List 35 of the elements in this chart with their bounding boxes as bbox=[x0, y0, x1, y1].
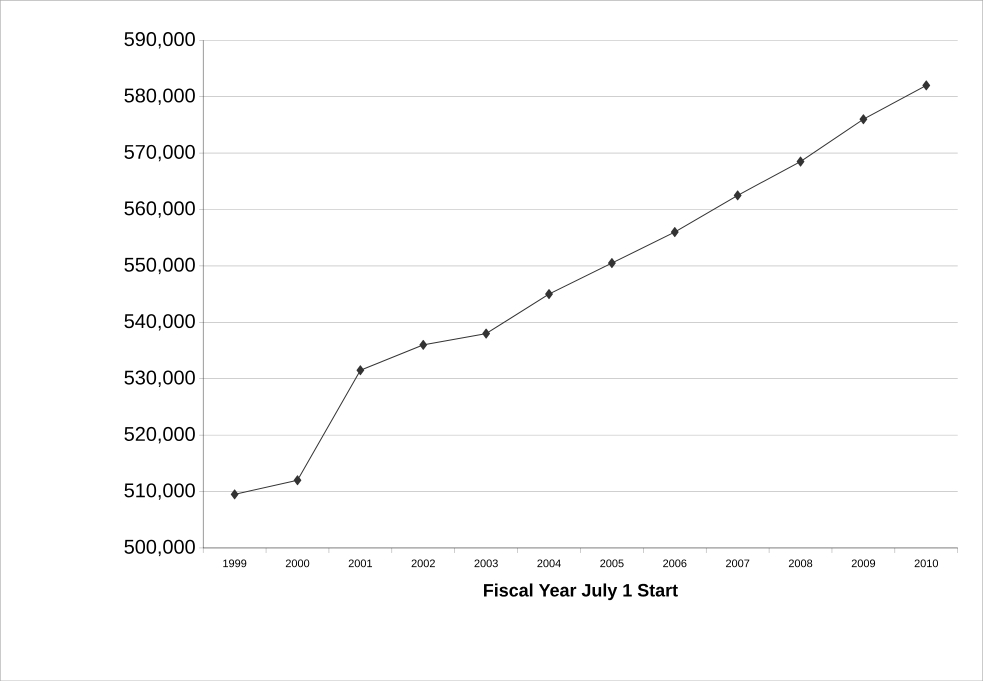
y-tick-label: 500,000 bbox=[124, 540, 195, 556]
point bbox=[230, 489, 238, 500]
x-tick-label: 2000 bbox=[286, 559, 310, 568]
y-tick-label: 580,000 bbox=[124, 88, 195, 105]
y-tick-label: 560,000 bbox=[124, 201, 195, 218]
point bbox=[860, 114, 868, 124]
y-tick-label: 550,000 bbox=[124, 258, 195, 274]
point bbox=[734, 190, 742, 200]
x-tick-label: 2003 bbox=[474, 559, 498, 568]
x-tick-label: 2001 bbox=[348, 559, 372, 568]
point bbox=[922, 80, 930, 90]
point bbox=[545, 289, 553, 300]
x-tick-label: 2007 bbox=[726, 559, 750, 568]
point bbox=[294, 475, 302, 486]
point bbox=[608, 258, 616, 268]
y-tick-label: 530,000 bbox=[124, 370, 195, 387]
y-tick-label: 590,000 bbox=[124, 32, 195, 48]
point bbox=[796, 156, 804, 166]
y-tick-label: 570,000 bbox=[124, 144, 195, 162]
x-tick-label: 2006 bbox=[663, 559, 686, 568]
x-tick-label: 2004 bbox=[537, 559, 561, 568]
x-tick-label: 2010 bbox=[914, 559, 938, 568]
x-tick-label: 2008 bbox=[788, 559, 812, 568]
y-tick-label: 540,000 bbox=[124, 314, 195, 330]
x-tick-label: 1999 bbox=[223, 559, 246, 568]
point bbox=[482, 328, 490, 339]
point bbox=[419, 340, 428, 350]
point bbox=[356, 365, 364, 376]
y-tick-label: 510,000 bbox=[124, 483, 195, 500]
x-tick-label: 2005 bbox=[600, 559, 624, 568]
x-tick-label: 2009 bbox=[852, 559, 876, 568]
y-tick-label: 520,000 bbox=[124, 426, 195, 444]
point bbox=[670, 226, 679, 237]
x-axis-title: Fiscal Year July 1 Start bbox=[484, 583, 678, 600]
x-tick-label: 2002 bbox=[412, 559, 435, 568]
